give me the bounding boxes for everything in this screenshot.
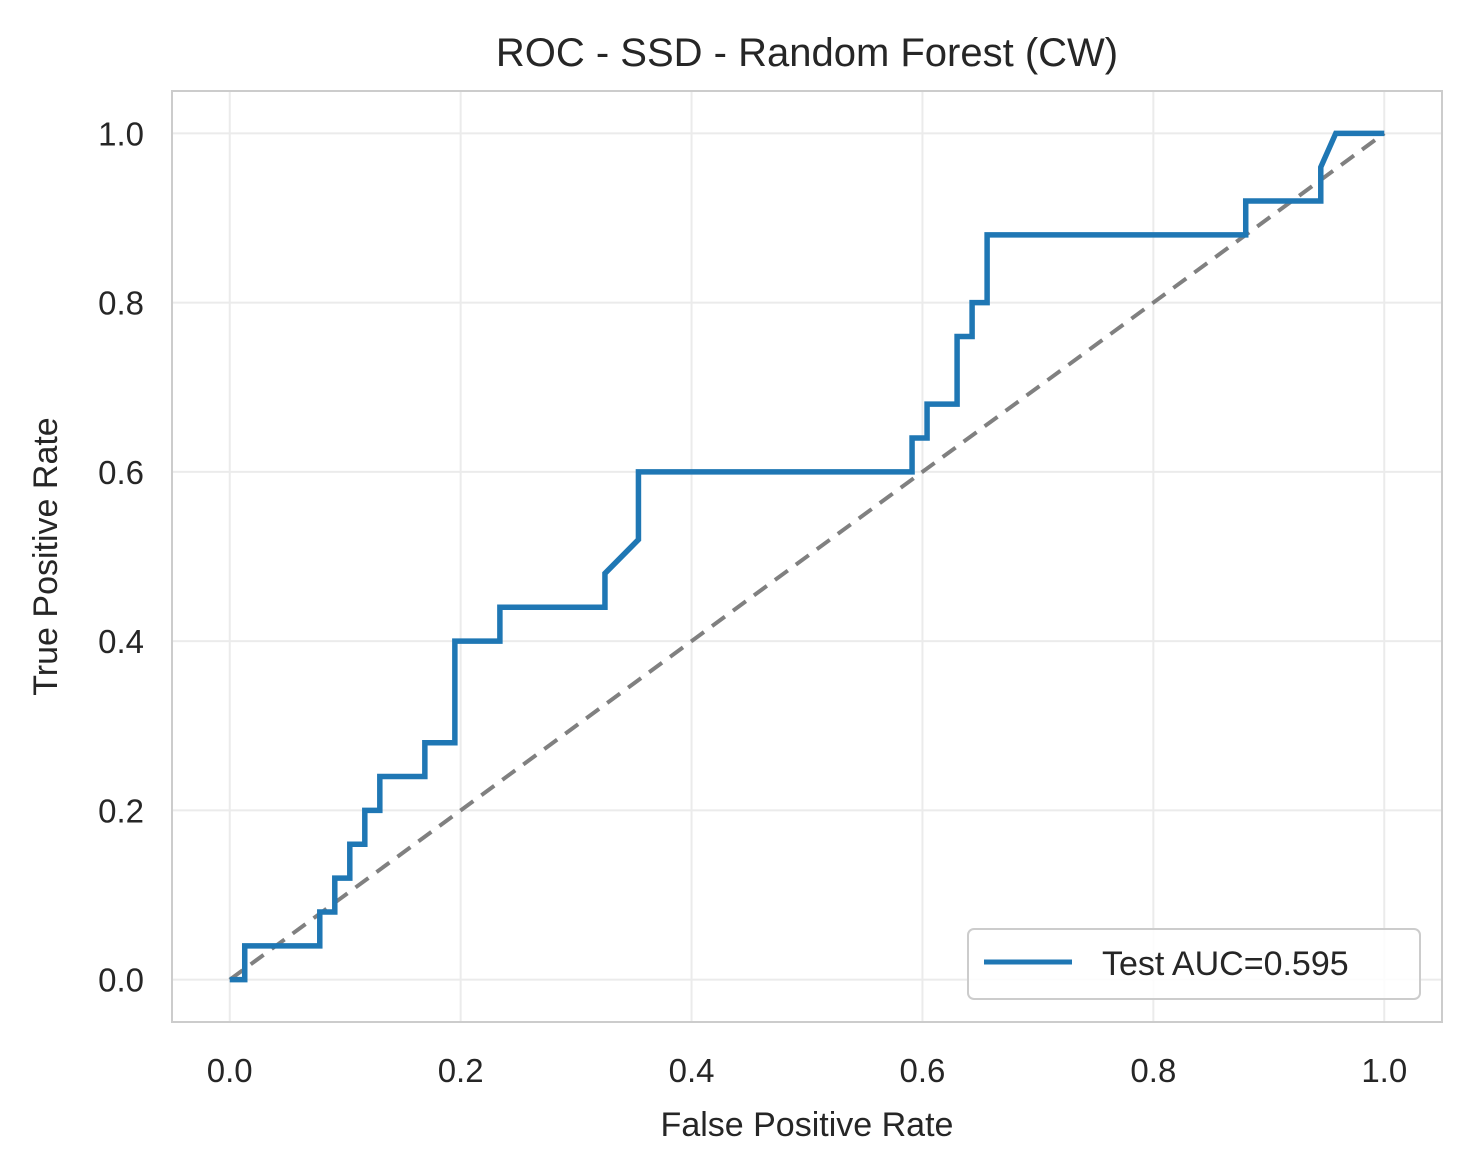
y-tick-label: 0.2 — [98, 792, 144, 829]
y-tick-label: 0.8 — [98, 285, 144, 322]
y-tick-label: 0.4 — [98, 623, 144, 660]
tick-labels: 0.0 0.2 0.4 0.6 0.8 1.0 0.0 0.2 0.4 0.6 0.8 1.0 — [98, 115, 1407, 1089]
x-axis-label: False Positive Rate — [661, 1106, 954, 1144]
x-tick-label: 0.6 — [900, 1052, 946, 1089]
legend-box — [967, 928, 1421, 1000]
x-tick-label: 0.0 — [207, 1052, 253, 1089]
y-axis-label: True Positive Rate — [27, 417, 65, 695]
legend-label: Test AUC=0.595 — [1102, 945, 1349, 983]
x-tick-label: 0.4 — [669, 1052, 715, 1089]
y-tick-label: 0.0 — [98, 962, 144, 999]
y-tick-label: 1.0 — [98, 115, 144, 152]
roc-curve-line — [229, 130, 1385, 983]
y-tick-label: 0.6 — [98, 454, 144, 491]
series-layer — [228, 130, 1386, 983]
plot-frame — [171, 90, 1443, 1023]
x-tick-label: 0.8 — [1130, 1052, 1176, 1089]
chance-diagonal-line — [228, 131, 1386, 982]
legend: Test AUC=0.595 — [967, 928, 1421, 1000]
x-tick-label: 0.2 — [438, 1052, 484, 1089]
chart-title: ROC - SSD - Random Forest (CW) — [496, 31, 1118, 75]
x-tick-label: 1.0 — [1361, 1052, 1407, 1089]
